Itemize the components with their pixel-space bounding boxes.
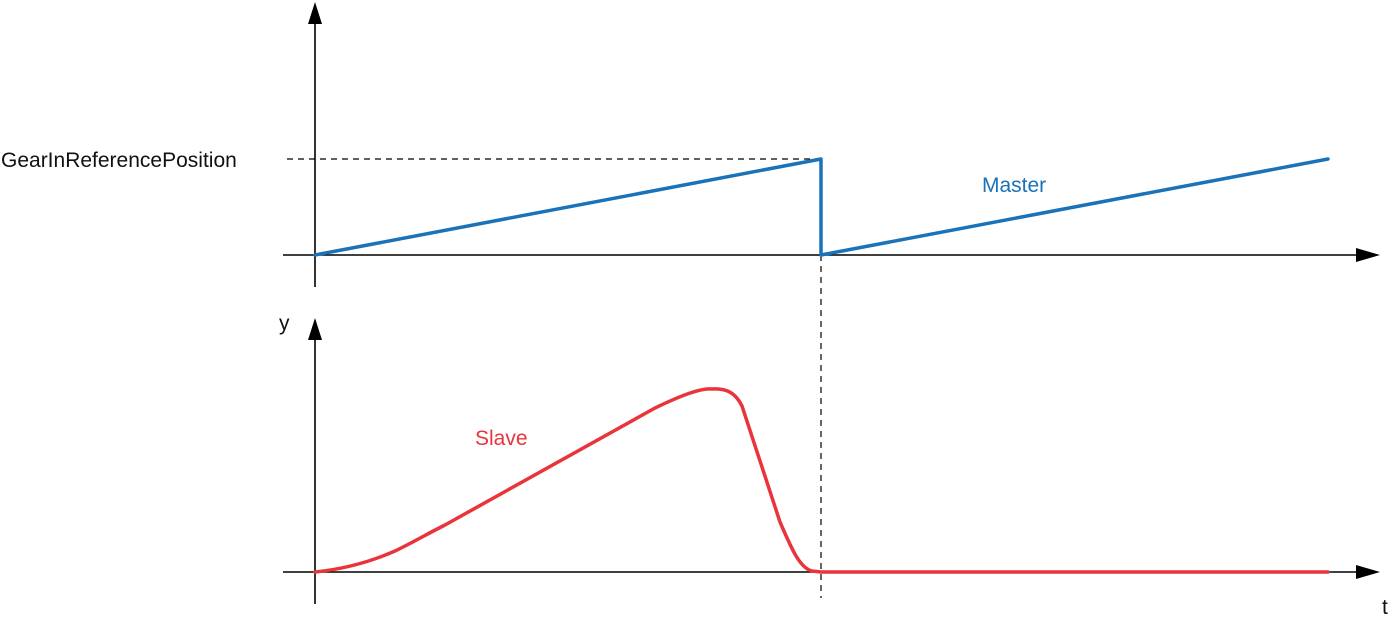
- lower-x-axis-arrowhead: [1356, 565, 1380, 579]
- slave-label: Slave: [475, 427, 528, 450]
- y-axis-label: y: [279, 312, 290, 335]
- reference-position-label: GearInReferencePosition: [1, 149, 237, 172]
- t-axis-label: t: [1382, 596, 1388, 619]
- lower-axes: [283, 318, 1380, 604]
- upper-y-axis-arrowhead: [308, 2, 322, 24]
- master-curve: [313, 157, 1330, 257]
- slave-curve: [313, 387, 1330, 574]
- upper-x-axis-arrowhead: [1356, 248, 1380, 262]
- upper-axes: [283, 2, 1380, 287]
- master-label: Master: [982, 174, 1046, 197]
- lower-y-axis-arrowhead: [308, 318, 322, 340]
